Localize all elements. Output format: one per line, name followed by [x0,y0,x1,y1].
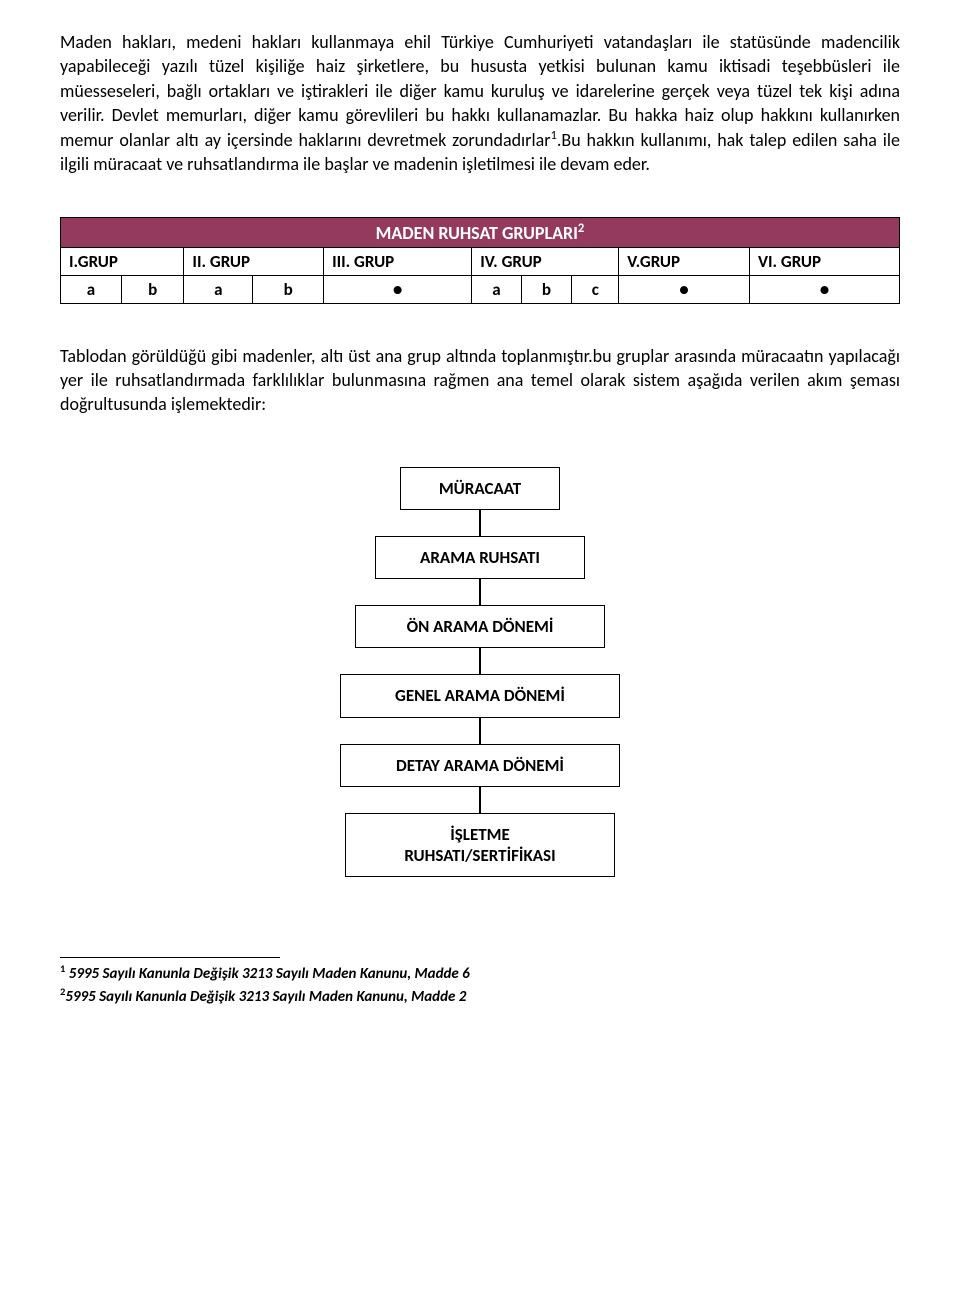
flow-step-3: GENEL ARAMA DÖNEMİ [340,674,620,717]
flow-connector [479,510,481,536]
group-1: I.GRUP [61,247,184,275]
license-groups-table: MADEN RUHSAT GRUPLARI2 I.GRUP II. GRUP I… [60,217,900,304]
sub-7: c [572,275,619,303]
sub-0: a [61,275,122,303]
sub-1: b [121,275,184,303]
paragraph-1: Maden hakları, medeni hakları kullanmaya… [60,30,900,177]
flow-step-2: ÖN ARAMA DÖNEMİ [355,605,605,648]
table-title-cell: MADEN RUHSAT GRUPLARI2 [61,217,900,247]
flow-connector [479,648,481,674]
sub-3: b [253,275,324,303]
sub-5: a [472,275,521,303]
group-6: VI. GRUP [749,247,899,275]
sub-4: ● [324,275,472,303]
table-group-row: I.GRUP II. GRUP III. GRUP IV. GRUP V.GRU… [61,247,900,275]
footnote-2: 25995 Sayılı Kanunla Değişik 3213 Sayılı… [60,985,900,1007]
footnote-1: 1 5995 Sayılı Kanunla Değişik 3213 Sayıl… [60,962,900,984]
process-flowchart: MÜRACAAT ARAMA RUHSATI ÖN ARAMA DÖNEMİ GENE… [60,467,900,878]
flow-step-4: DETAY ARAMA DÖNEMİ [340,744,620,787]
sub-9: ● [749,275,899,303]
sub-2: a [184,275,253,303]
group-5: V.GRUP [619,247,750,275]
table-sub-row: a b a b ● a b c ● ● [61,275,900,303]
flow-connector [479,579,481,605]
flow-connector [479,787,481,813]
group-3: III. GRUP [324,247,472,275]
flow-step-0: MÜRACAAT [400,467,560,510]
sub-6: b [521,275,572,303]
flow-connector [479,718,481,744]
flow-step-5: İŞLETMERUHSATI/SERTİFİKASI [345,813,615,878]
group-4: IV. GRUP [472,247,619,275]
footnote-1-text: 5995 Sayılı Kanunla Değişik 3213 Sayılı … [65,965,469,983]
flow-step-1: ARAMA RUHSATI [375,536,585,579]
footnote-2-text: 5995 Sayılı Kanunla Değişik 3213 Sayılı … [65,988,466,1006]
paragraph-2: Tablodan görüldüğü gibi madenler, altı ü… [60,344,900,417]
table-title: MADEN RUHSAT GRUPLARI [376,222,578,244]
table-title-sup: 2 [578,221,584,236]
sub-8: ● [619,275,750,303]
group-2: II. GRUP [184,247,324,275]
